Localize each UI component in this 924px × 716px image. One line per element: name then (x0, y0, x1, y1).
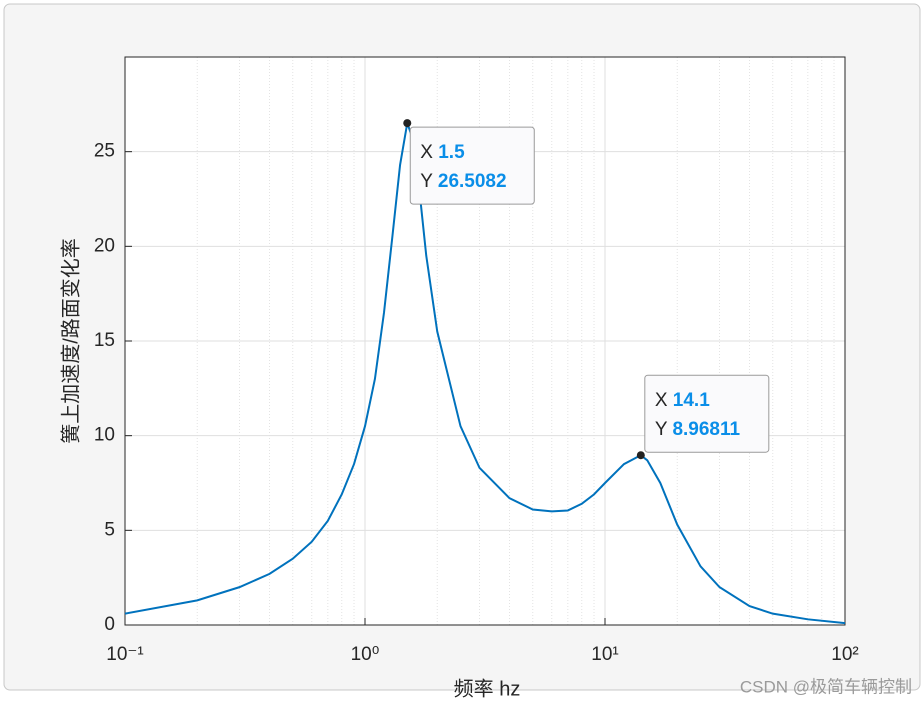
datatip-name: Y (420, 171, 433, 192)
datatip-marker (403, 119, 412, 128)
y-tick-label: 10 (94, 425, 115, 446)
datatip-value: 1.5 (438, 142, 465, 163)
x-axis-label: 频率 hz (454, 677, 521, 700)
datatip-name: X (655, 390, 668, 411)
datatip-box (409, 126, 535, 205)
datatip-value: 26.5082 (438, 171, 507, 192)
y-tick-label: 20 (94, 235, 115, 256)
y-tick-label: 25 (94, 141, 115, 162)
line-series (124, 119, 846, 625)
datatip: X 14.1Y 8.96811 (636, 374, 770, 460)
axes-box (124, 56, 846, 626)
datatip-value: 14.1 (673, 390, 710, 411)
datatip-marker (636, 451, 645, 460)
y-tick-label: 0 (104, 614, 115, 635)
datatip-text: X 1.5 (420, 142, 465, 163)
datatip-name: X (420, 142, 433, 163)
x-tick-label: 10¹ (591, 644, 618, 665)
x-tick-label: 10² (831, 644, 858, 665)
y-axis-label: 簧上加速度/路面变化率 (59, 238, 82, 444)
datatip-text: Y 8.96811 (655, 419, 741, 440)
x-tick-label: 10⁻¹ (106, 644, 144, 665)
datatip-value: 8.96811 (672, 419, 740, 440)
datatip-name: Y (655, 419, 668, 440)
datatip-box (644, 374, 770, 453)
datatip: X 1.5Y 26.5082 (403, 119, 535, 205)
datatip-text: Y 26.5082 (420, 171, 506, 192)
watermark: CSDN @极简车辆控制 (740, 677, 912, 696)
y-tick-label: 15 (94, 330, 115, 351)
datatip-text: X 14.1 (655, 390, 710, 411)
x-tick-label: 10⁰ (351, 644, 380, 665)
y-tick-label: 5 (104, 519, 115, 540)
